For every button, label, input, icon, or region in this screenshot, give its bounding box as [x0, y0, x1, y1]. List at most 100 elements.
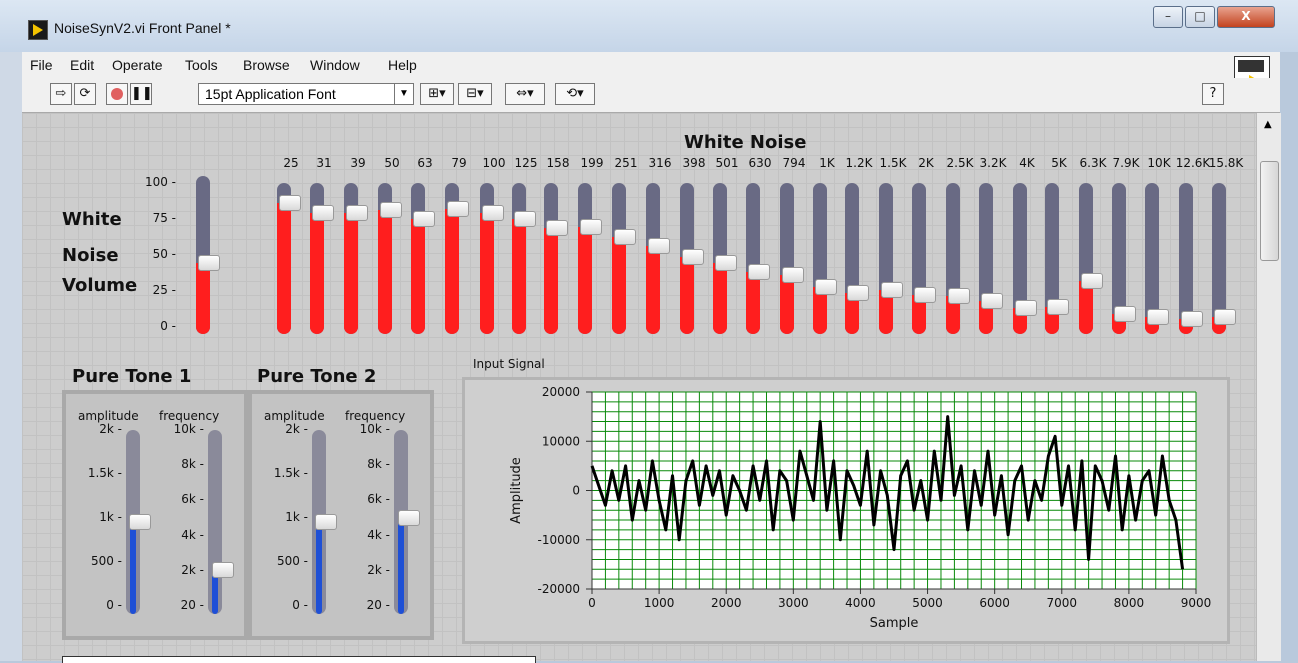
band-slider-thumb[interactable]: [1214, 309, 1236, 326]
band-slider-thumb[interactable]: [1081, 273, 1103, 290]
scroll-thumb[interactable]: [1260, 161, 1279, 261]
band-slider-thumb[interactable]: [715, 255, 737, 272]
band-slider-thumb[interactable]: [514, 211, 536, 228]
band-slider-thumb[interactable]: [748, 264, 770, 281]
band-label: 3.2K: [979, 156, 1007, 170]
band-label: 2.5K: [946, 156, 974, 170]
amplitude-fill: [316, 522, 322, 614]
reorder-icon[interactable]: ⟲▾: [555, 83, 595, 105]
band-slider-thumb[interactable]: [413, 211, 435, 228]
frequency-scale-label: 10k -: [173, 422, 204, 436]
volume-scale-label: 0 -: [160, 319, 176, 333]
band-fill: [713, 263, 727, 334]
band-slider-thumb[interactable]: [1181, 310, 1203, 327]
band-label: 39: [350, 156, 366, 170]
frequency-slider-thumb[interactable]: [212, 561, 234, 578]
band-slider-thumb[interactable]: [614, 229, 636, 246]
band-slider-thumb[interactable]: [546, 220, 568, 237]
band-slider-thumb[interactable]: [1047, 298, 1069, 315]
band-fill: [879, 290, 893, 334]
vertical-scrollbar[interactable]: ▲: [1256, 113, 1281, 661]
band-fill: [578, 226, 592, 334]
minimize-button[interactable]: –: [1153, 6, 1183, 28]
band-label: 630: [748, 156, 772, 170]
band-slider-thumb[interactable]: [847, 285, 869, 302]
band-fill: [780, 275, 794, 334]
menu-browse[interactable]: Browse: [243, 57, 290, 73]
align-icon[interactable]: ⊞▾: [420, 83, 454, 105]
band-slider-thumb[interactable]: [580, 218, 602, 235]
band-slider-thumb[interactable]: [782, 267, 804, 284]
frequency-scale-label: 4k -: [181, 527, 204, 542]
band-slider-thumb[interactable]: [1114, 306, 1136, 323]
title-bar: NoiseSynV2.vi Front Panel * – □ X: [0, 0, 1298, 52]
white-noise-volume-label-2: Noise: [62, 245, 119, 266]
band-label: 31: [316, 156, 332, 170]
band-slider-thumb[interactable]: [815, 279, 837, 296]
toolbar: ⇨ ⟳ ❚❚ 15pt Application Font ▼ ⊞▾ ⊟▾ ⇔▾ …: [22, 78, 1280, 113]
band-track: [277, 183, 291, 334]
band-slider-thumb[interactable]: [346, 205, 368, 222]
band-label: 25: [283, 156, 299, 170]
band-label: 4K: [1019, 156, 1035, 170]
amplitude-slider-thumb[interactable]: [129, 514, 151, 530]
menu-help[interactable]: Help: [388, 57, 417, 73]
frequency-slider-thumb[interactable]: [398, 510, 420, 527]
maximize-button[interactable]: □: [1185, 6, 1215, 28]
menu-tools[interactable]: Tools: [185, 57, 218, 73]
band-fill: [813, 287, 827, 334]
band-slider-thumb[interactable]: [648, 238, 670, 255]
band-track: [845, 183, 859, 334]
band-slider-thumb[interactable]: [914, 286, 936, 303]
band-slider-thumb[interactable]: [447, 200, 469, 217]
band-slider-thumb[interactable]: [380, 202, 402, 219]
menu-operate[interactable]: Operate: [112, 57, 163, 73]
band-label: 794: [782, 156, 806, 170]
band-slider-thumb[interactable]: [1015, 300, 1037, 317]
band-label: 1.5K: [879, 156, 907, 170]
band-fill: [544, 228, 558, 334]
close-button[interactable]: X: [1217, 6, 1275, 28]
menu-file[interactable]: File: [30, 57, 53, 73]
pause-icon[interactable]: ❚❚: [130, 83, 153, 105]
distribute-icon[interactable]: ⊟▾: [458, 83, 492, 105]
band-slider-thumb[interactable]: [881, 282, 903, 299]
amplitude-scale-label: 1.5k -: [273, 466, 308, 480]
scroll-up-icon[interactable]: ▲: [1264, 119, 1272, 130]
chevron-down-icon[interactable]: ▼: [394, 84, 413, 104]
band-fill: [1079, 281, 1093, 334]
amplitude-slider-thumb[interactable]: [315, 514, 337, 530]
signal-series-line: [590, 415, 1185, 570]
band-label: 79: [451, 156, 467, 170]
band-slider-thumb[interactable]: [279, 194, 301, 211]
text-field[interactable]: [62, 656, 536, 663]
font-selector[interactable]: 15pt Application Font ▼: [198, 83, 414, 105]
resize-icon[interactable]: ⇔▾: [505, 83, 545, 105]
abort-icon[interactable]: [106, 83, 128, 105]
band-slider-thumb[interactable]: [981, 292, 1003, 309]
band-slider-thumb[interactable]: [948, 288, 970, 305]
font-selector-value: 15pt Application Font: [205, 86, 336, 102]
white-noise-volume-label-1: White: [62, 209, 122, 230]
run-continuously-icon[interactable]: ⟳: [74, 83, 96, 105]
amplitude-fill: [130, 522, 136, 614]
x-tick-label: 0: [588, 596, 596, 610]
band-slider-thumb[interactable]: [312, 205, 334, 222]
y-tick-label: 20000: [542, 385, 580, 399]
band-fill: [612, 237, 626, 334]
amplitude-scale-label: 500 -: [276, 554, 308, 568]
volume-slider-thumb[interactable]: [198, 254, 220, 271]
band-slider-thumb[interactable]: [482, 205, 504, 222]
band-label: 15.8K: [1208, 156, 1244, 170]
band-slider-thumb[interactable]: [682, 248, 704, 265]
run-arrow-icon[interactable]: ⇨: [50, 83, 72, 105]
band-track: [646, 183, 660, 334]
menu-edit[interactable]: Edit: [70, 57, 95, 73]
band-track: [411, 183, 425, 334]
y-tick-label: 0: [572, 484, 580, 498]
band-label: 7.9K: [1112, 156, 1140, 170]
menu-window[interactable]: Window: [310, 57, 360, 73]
band-slider-thumb[interactable]: [1147, 309, 1169, 326]
help-icon[interactable]: ?: [1202, 83, 1224, 105]
band-track: [378, 183, 392, 334]
